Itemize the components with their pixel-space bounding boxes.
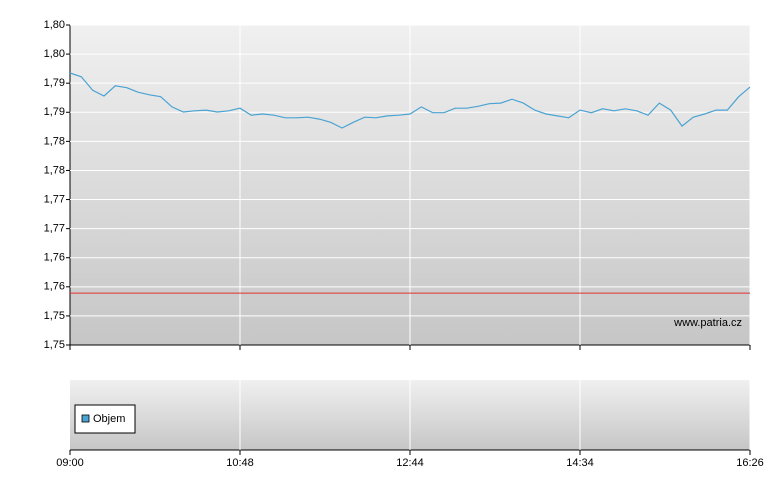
watermark: www.patria.cz xyxy=(673,317,742,329)
x-tick-label: 12:44 xyxy=(396,457,424,469)
y-tick-label: 1,75 xyxy=(44,310,65,322)
x-tick-label: 10:48 xyxy=(226,457,254,469)
y-tick-label: 1,80 xyxy=(44,19,65,31)
legend-label: Objem xyxy=(93,413,125,425)
legend-box xyxy=(74,404,136,434)
y-tick-label: 1,75 xyxy=(44,339,65,351)
x-tick-label: 14:34 xyxy=(566,457,594,469)
y-tick-label: 1,80 xyxy=(44,48,65,60)
y-tick-label: 1,79 xyxy=(44,106,65,118)
x-tick-label: 16:26 xyxy=(736,457,764,469)
y-tick-label: 1,79 xyxy=(44,77,65,89)
y-tick-label: 1,76 xyxy=(44,281,65,293)
legend-swatch xyxy=(81,414,90,423)
price-line xyxy=(69,72,751,129)
y-tick-label: 1,78 xyxy=(44,164,65,176)
y-tick-label: 1,77 xyxy=(44,193,65,205)
x-tick-label: 09:00 xyxy=(56,457,84,469)
y-tick-label: 1,77 xyxy=(44,223,65,235)
y-tick-label: 1,76 xyxy=(44,252,65,264)
y-tick-label: 1,78 xyxy=(44,135,65,147)
